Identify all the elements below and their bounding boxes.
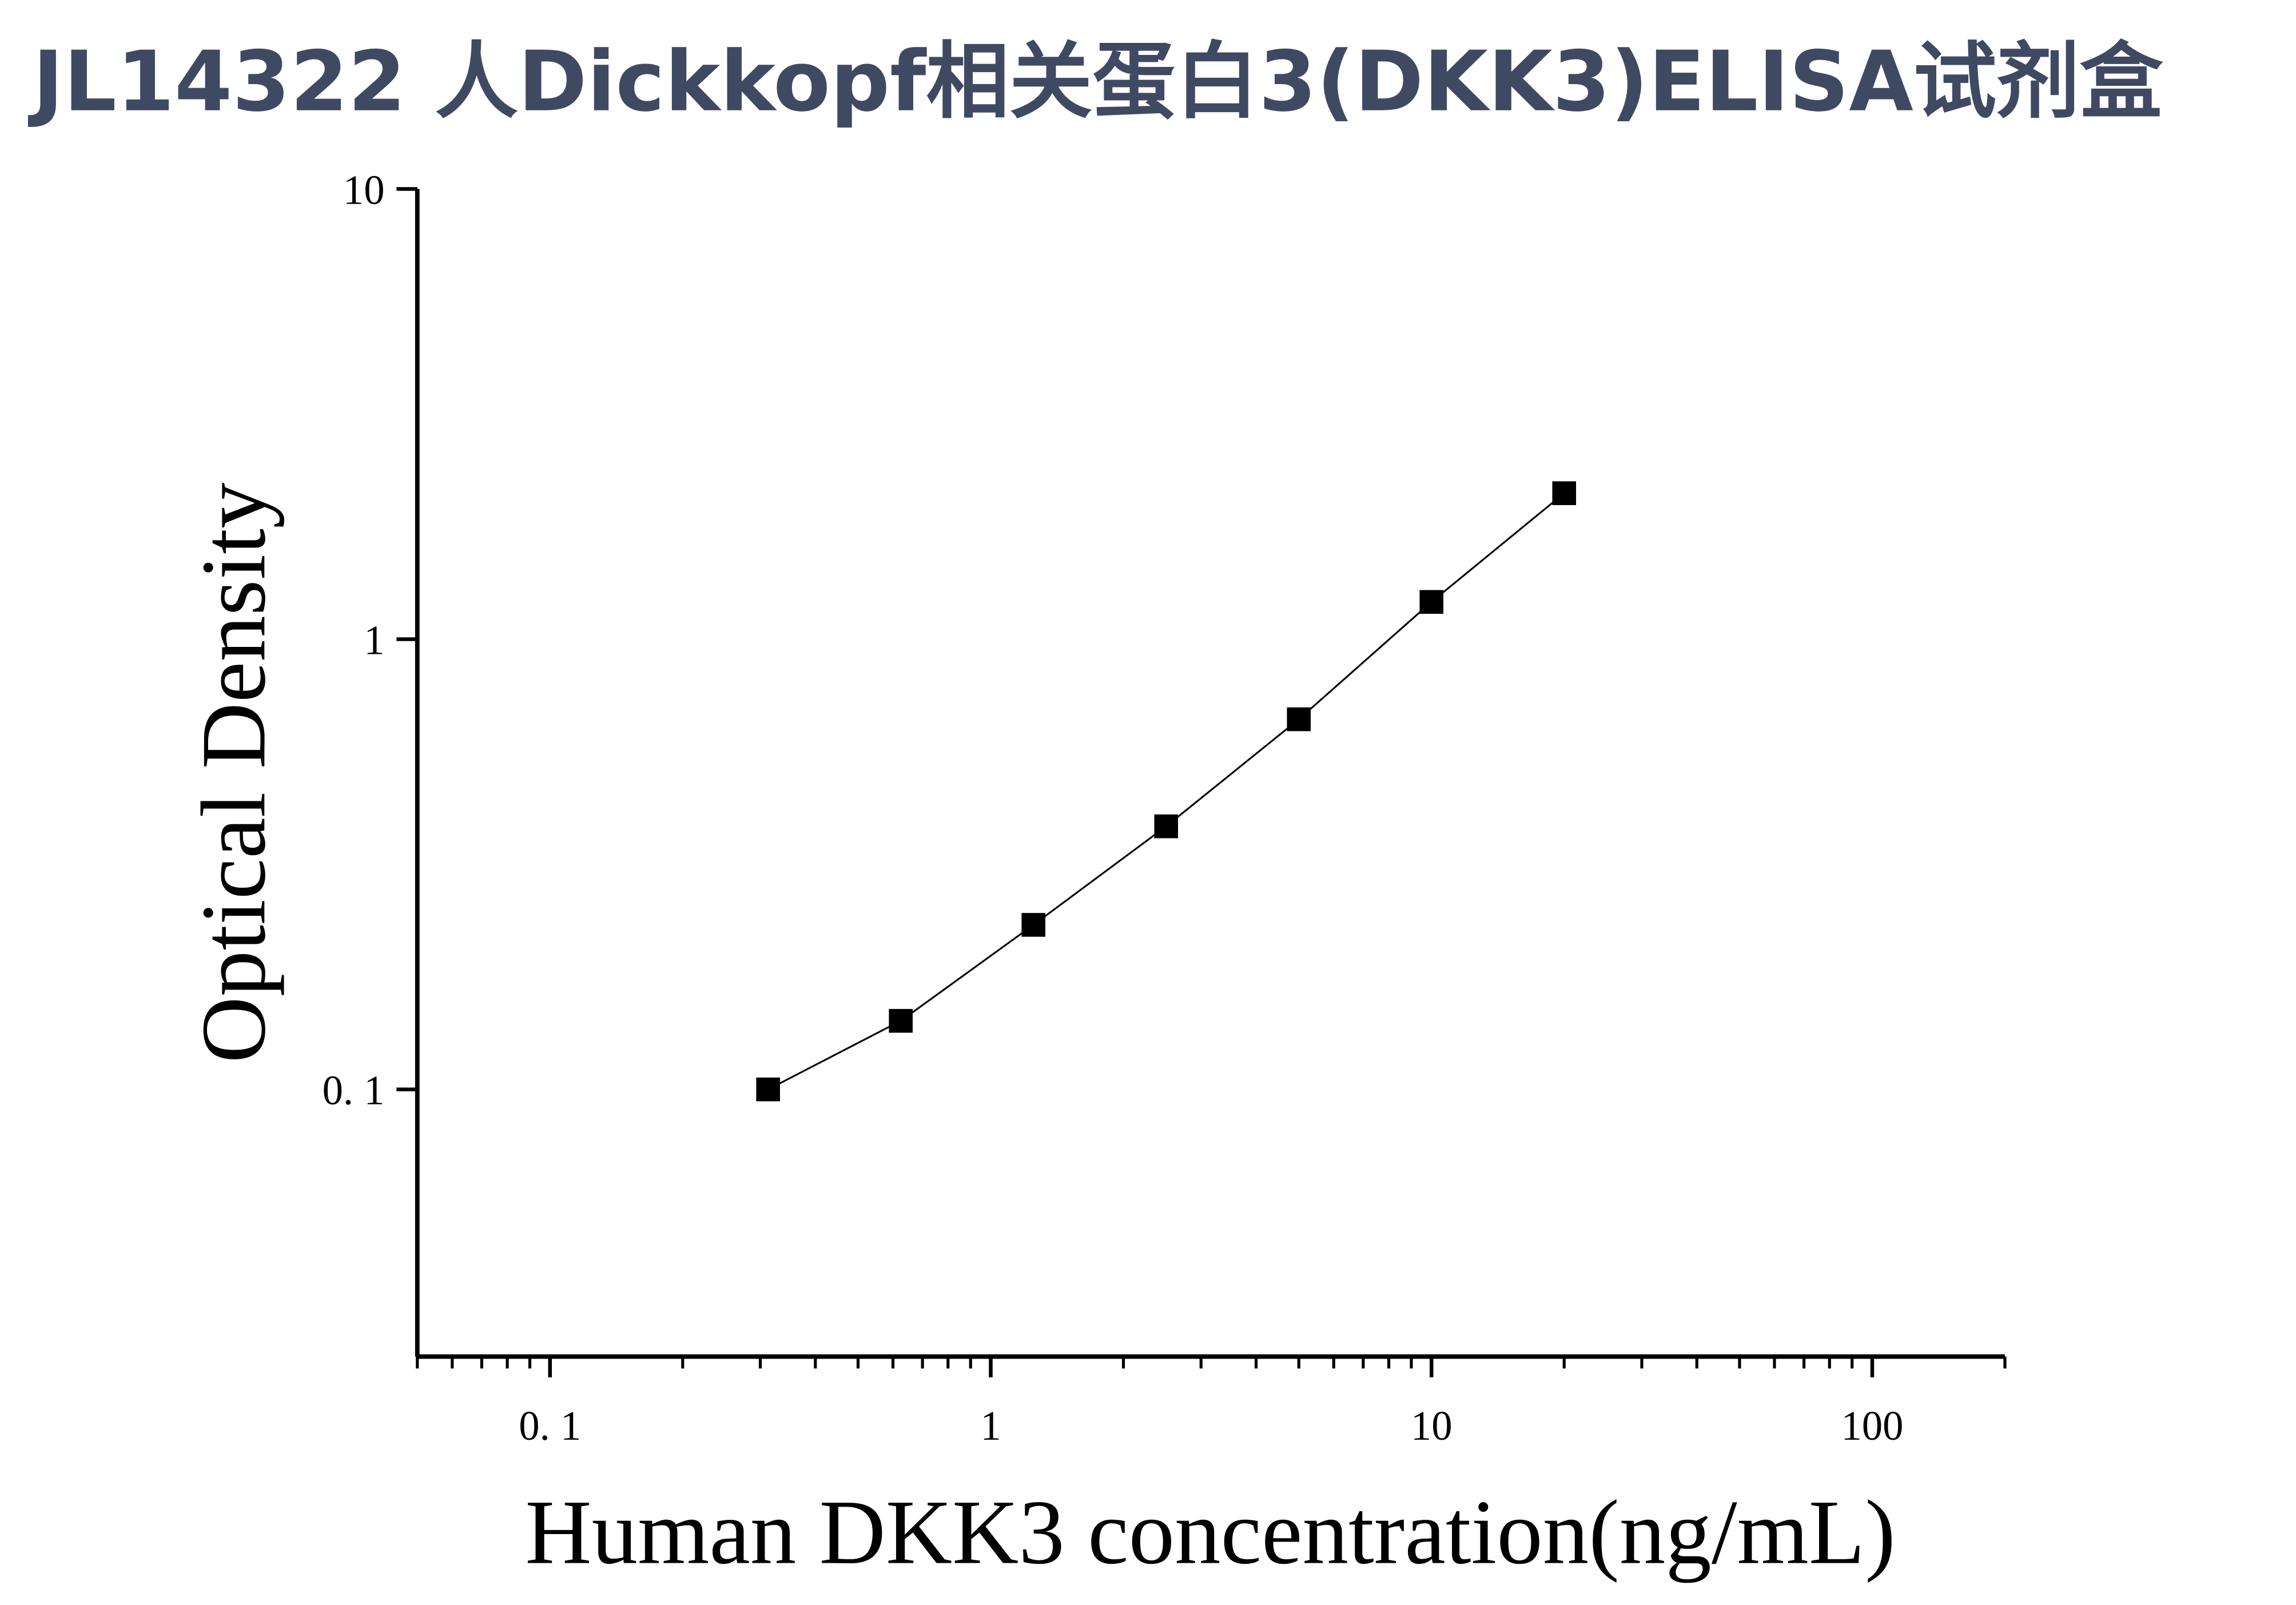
chart-title: JL14322 人Dickkopf相关蛋白3(DKK3)ELISA试剂盒 — [27, 34, 2163, 130]
x-tick-label: 0. 1 — [519, 1403, 581, 1449]
point — [1021, 913, 1045, 937]
y-axis-label: Optical Density — [182, 483, 284, 1063]
y-tick-label: 1 — [364, 617, 384, 663]
point — [889, 1008, 913, 1033]
curve — [767, 492, 1565, 1090]
y-tick-label: 0. 1 — [323, 1067, 385, 1114]
point — [1287, 707, 1311, 732]
x-axis-label: Human DKK3 concentration(ng/mL) — [525, 1481, 1895, 1583]
point — [1552, 481, 1577, 506]
point — [1419, 590, 1444, 614]
point — [756, 1077, 780, 1102]
y-tick-label: 10 — [343, 166, 385, 213]
x-tick-label: 1 — [980, 1403, 1001, 1449]
x-tick-label: 10 — [1411, 1403, 1453, 1449]
point — [1154, 814, 1178, 839]
x-tick-label: 100 — [1841, 1403, 1903, 1449]
